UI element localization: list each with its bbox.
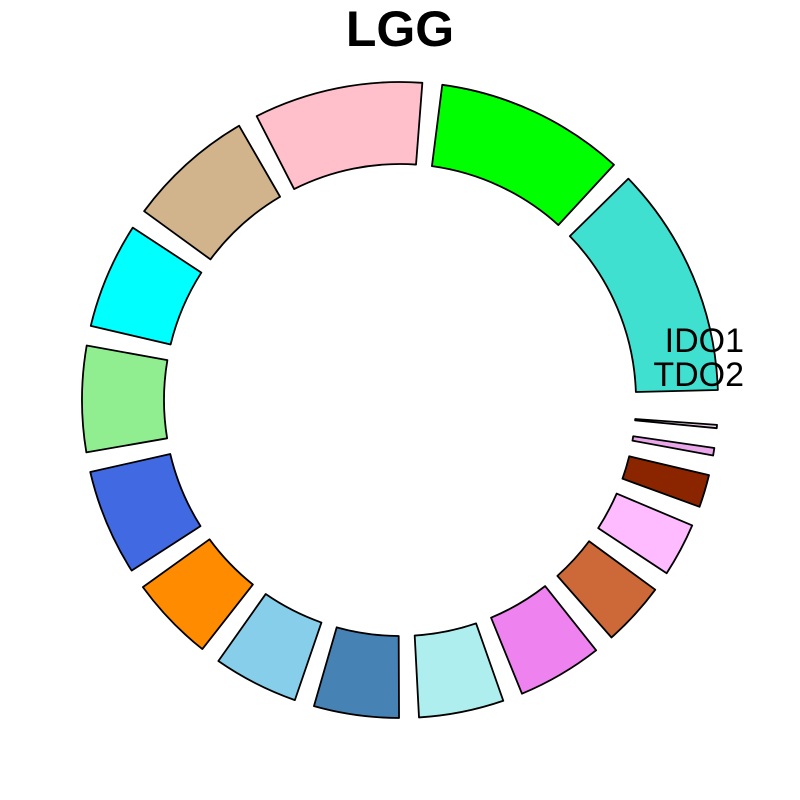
donut-segment [634,418,718,430]
donut-segment [621,455,710,508]
donut-segment [141,538,254,650]
segment-label: IDO1 [665,322,744,360]
donut-segments [81,81,719,719]
donut-segment [568,177,719,393]
donut-segment [431,83,615,226]
donut-segment [89,226,203,346]
chart-title: LGG [346,1,454,57]
segment-label: TDO2 [653,356,744,394]
donut-segment [597,492,694,575]
donut-segment [143,124,281,261]
donut-segment [631,435,716,457]
donut-segment [313,626,400,719]
donut-segment [413,622,505,719]
donut-segment [255,81,424,190]
donut-segment [556,540,657,639]
donut-segment [217,593,323,702]
donut-segment [89,453,202,572]
donut-segment [81,344,169,454]
donut-segment [490,585,598,695]
